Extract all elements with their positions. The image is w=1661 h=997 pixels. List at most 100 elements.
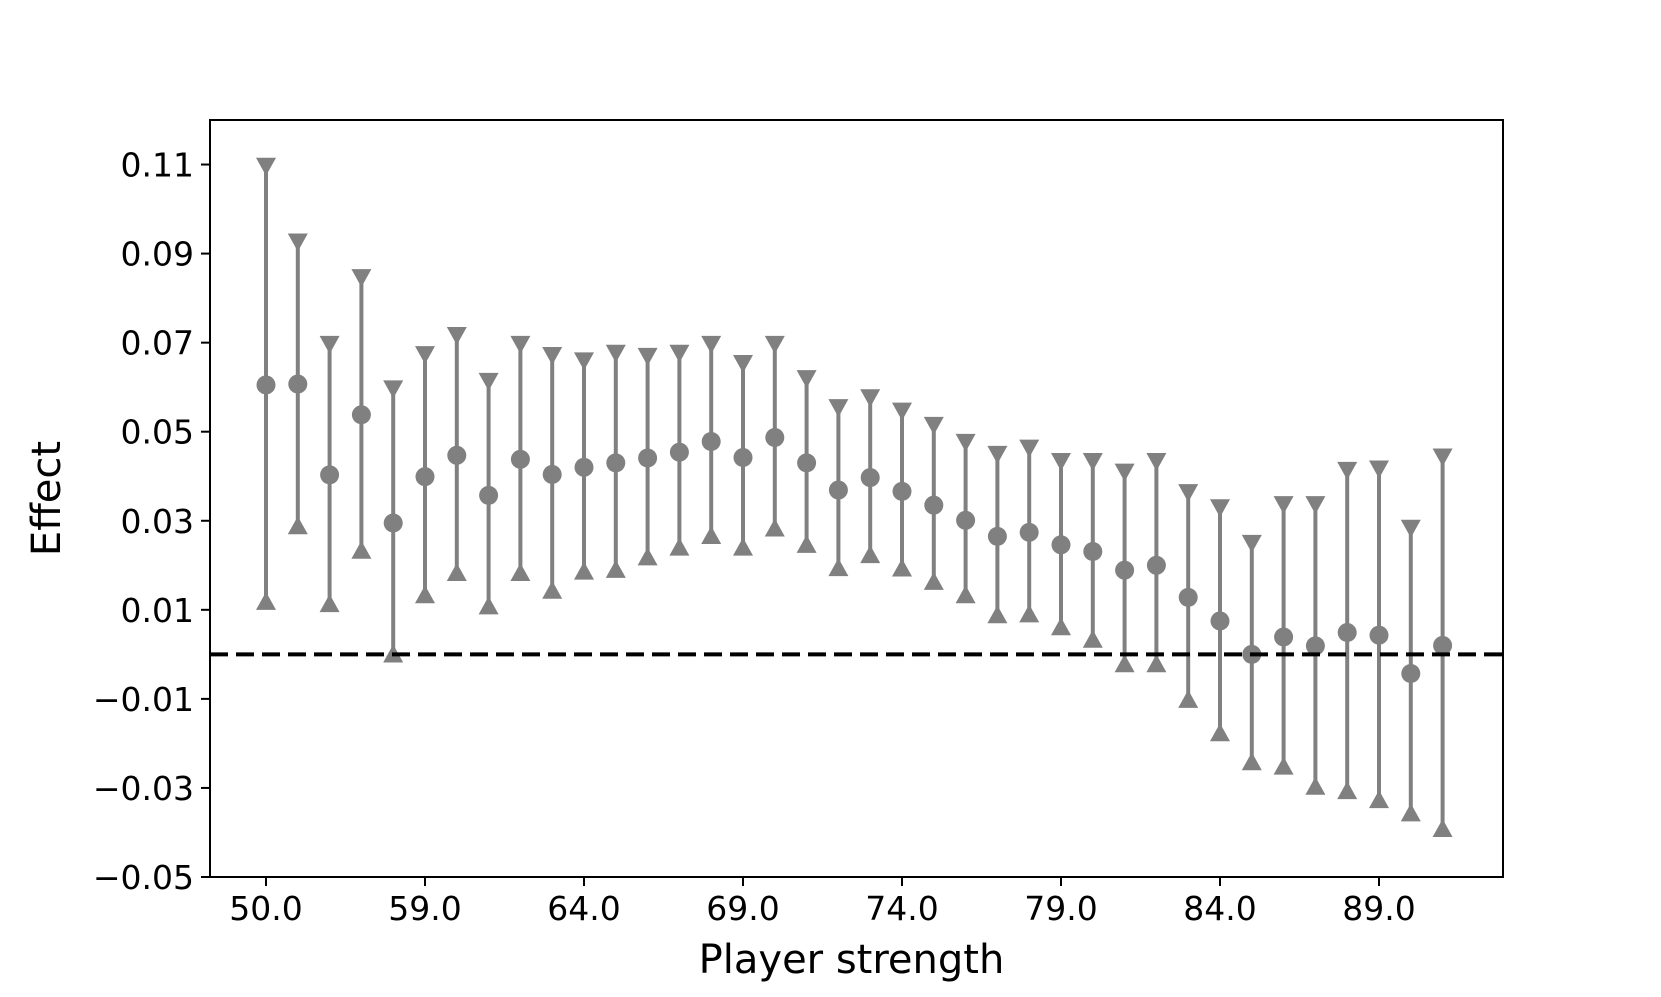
error-bar-group — [764, 335, 785, 537]
error-bar-group — [478, 372, 499, 615]
point-estimate-marker — [828, 480, 848, 500]
lower-bound-marker — [1178, 689, 1199, 708]
point-estimate-marker — [987, 526, 1007, 546]
lower-bound-marker — [574, 561, 594, 580]
upper-bound-marker — [478, 372, 499, 391]
error-bar-group — [701, 335, 722, 545]
y-tick-label: 0.03 — [121, 502, 194, 541]
upper-bound-marker — [892, 402, 912, 421]
error-bar-group — [923, 416, 944, 590]
lower-bound-marker — [1432, 819, 1453, 838]
lower-bound-marker — [1210, 723, 1230, 742]
upper-bound-marker — [923, 416, 944, 435]
upper-bound-marker — [605, 344, 626, 363]
error-bar-group — [1178, 484, 1199, 708]
error-bar-group — [1146, 452, 1167, 673]
lower-bound-marker — [1114, 654, 1135, 673]
point-estimate-marker — [1178, 587, 1198, 607]
y-tick-label: 0.01 — [121, 591, 194, 630]
upper-bound-marker — [1051, 452, 1071, 471]
lower-bound-marker — [351, 540, 372, 559]
upper-bound-marker — [637, 347, 658, 366]
x-tick-label: 50.0 — [229, 889, 302, 928]
error-bar-group — [319, 335, 340, 613]
lower-bound-marker — [669, 537, 690, 556]
lower-bound-marker — [1400, 803, 1421, 822]
error-bar-group — [1019, 439, 1040, 623]
point-estimate-marker — [1433, 635, 1453, 655]
y-tick-label: 0.11 — [121, 146, 194, 185]
upper-bound-marker — [1337, 461, 1358, 480]
point-estimate-marker — [669, 442, 689, 462]
upper-bound-marker — [1082, 452, 1103, 471]
error-bar-group — [383, 380, 404, 663]
point-estimate-marker — [1369, 625, 1389, 645]
x-tick-label: 69.0 — [706, 889, 779, 928]
error-bar-group — [1432, 448, 1453, 838]
point-estimate-marker — [447, 445, 467, 465]
upper-bound-marker — [319, 335, 340, 354]
lower-bound-marker — [828, 558, 849, 577]
upper-bound-marker — [1241, 534, 1262, 553]
error-bar-group — [287, 233, 308, 535]
x-axis: 50.0 59.0 64.0 69.0 74.0 79.0 84.0 89.0 — [229, 877, 1416, 928]
lower-bound-marker — [510, 562, 531, 581]
point-estimate-marker — [510, 449, 530, 469]
point-estimate-marker — [479, 485, 499, 505]
upper-bound-marker — [1146, 452, 1167, 471]
lower-bound-marker — [733, 537, 753, 556]
upper-bound-marker — [415, 346, 435, 365]
error-bar-group — [574, 352, 594, 580]
error-bar-group — [446, 326, 467, 581]
upper-bound-marker — [542, 347, 563, 366]
lower-bound-marker — [796, 534, 817, 553]
x-tick-label: 79.0 — [1024, 889, 1097, 928]
upper-bound-marker — [1019, 439, 1040, 458]
error-bar-group — [351, 269, 372, 559]
lower-bound-marker — [478, 596, 499, 615]
y-tick-label: −0.01 — [93, 680, 194, 719]
point-estimate-marker — [638, 448, 658, 468]
lower-bound-marker — [955, 585, 976, 604]
point-estimate-marker — [733, 448, 753, 468]
upper-bound-marker — [287, 233, 308, 252]
point-estimate-marker — [1210, 611, 1230, 631]
upper-bound-marker — [510, 335, 531, 354]
lower-bound-marker — [1019, 604, 1040, 623]
lower-bound-marker — [319, 594, 340, 613]
lower-bound-marker — [637, 547, 658, 566]
point-estimate-marker — [956, 510, 976, 530]
upper-bound-marker — [764, 335, 785, 354]
upper-bound-marker — [1210, 499, 1230, 518]
upper-bound-marker — [1178, 484, 1199, 503]
error-bar-group — [1082, 452, 1103, 648]
upper-bound-marker — [446, 326, 467, 345]
point-estimate-marker — [924, 495, 944, 515]
upper-bound-marker — [1432, 448, 1453, 467]
point-estimate-marker — [797, 453, 817, 473]
error-bar-group — [542, 347, 563, 599]
upper-bound-marker — [256, 157, 276, 176]
point-estimate-marker — [765, 427, 785, 447]
lower-bound-marker — [1305, 776, 1326, 795]
point-estimate-marker — [1083, 541, 1103, 561]
upper-bound-marker — [955, 433, 976, 452]
lower-bound-marker — [446, 562, 467, 581]
lower-bound-marker — [605, 559, 626, 578]
point-estimate-marker — [860, 468, 880, 488]
lower-bound-marker — [1369, 790, 1389, 809]
point-estimate-marker — [288, 374, 308, 394]
upper-bound-marker — [701, 335, 722, 354]
upper-bound-marker — [987, 445, 1008, 464]
point-estimate-marker — [701, 432, 721, 452]
lower-bound-marker — [256, 591, 276, 610]
point-estimate-marker — [320, 465, 340, 485]
error-bar-group — [669, 344, 690, 556]
point-estimate-marker — [1051, 535, 1071, 555]
error-bar-group — [1051, 452, 1071, 636]
error-bar-group — [637, 347, 658, 566]
error-bar-group — [256, 157, 276, 610]
upper-bound-marker — [1400, 519, 1421, 538]
error-bar-group — [860, 389, 881, 564]
